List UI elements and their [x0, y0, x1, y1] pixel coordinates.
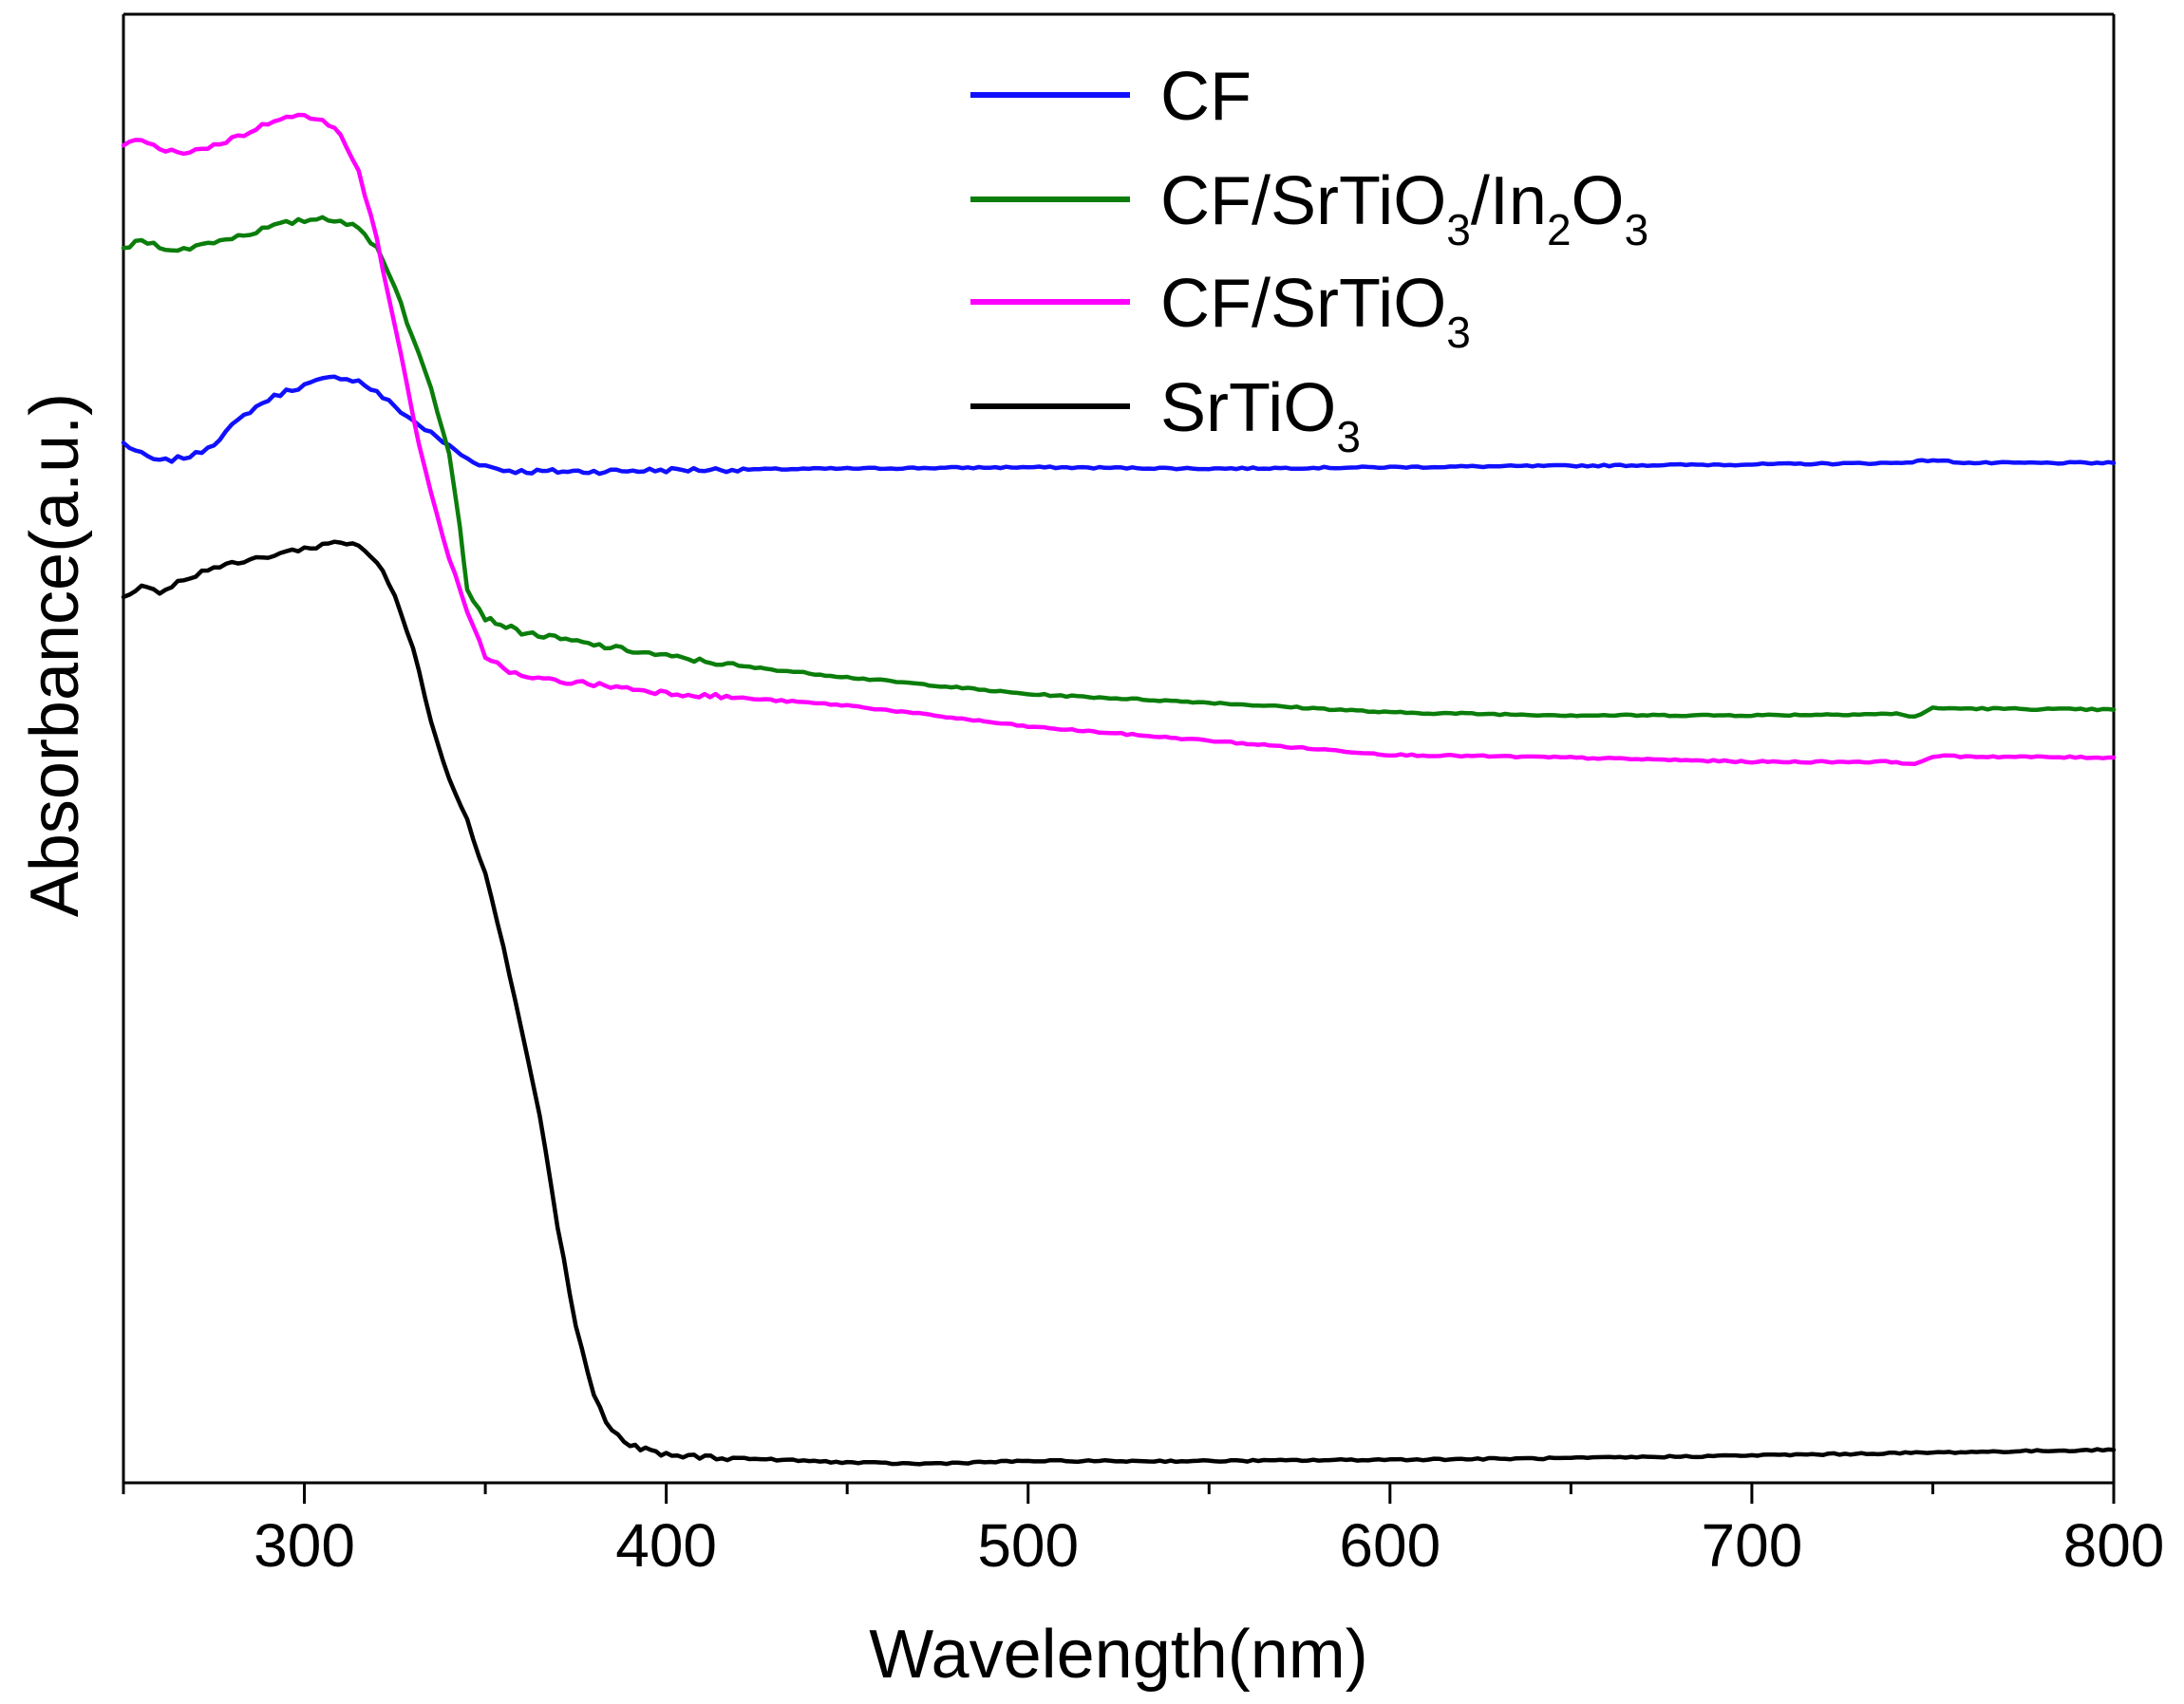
series-line-2 — [121, 112, 2117, 766]
series-line-1 — [121, 215, 2117, 720]
legend-label-main: CF — [1160, 59, 1252, 135]
legend-label-part: O — [1572, 163, 1625, 239]
legend-label-subscript: 3 — [1446, 308, 1471, 357]
x-tick-label: 800 — [2063, 1511, 2165, 1580]
x-axis-ticks — [122, 1483, 2116, 1504]
legend-label-0: CF — [1160, 59, 1252, 135]
legend-label-part: /In — [1471, 163, 1547, 239]
series-lines — [121, 112, 2117, 1467]
legend-label-main: SrTiO — [1160, 370, 1336, 446]
x-tick-label: 300 — [254, 1511, 355, 1580]
x-axis-tick-labels: 300 400 500 600 700 800 — [254, 1511, 2164, 1580]
x-tick-label: 500 — [977, 1511, 1079, 1580]
x-axis-title: Wavelength(nm) — [869, 1617, 1368, 1693]
legend-label-subscript: 3 — [1625, 205, 1649, 254]
legend-label-main: CF/SrTiO — [1160, 163, 1446, 239]
legend-label-subscript: 3 — [1446, 205, 1471, 254]
x-tick-label: 600 — [1339, 1511, 1440, 1580]
legend-label-subscript: 3 — [1336, 412, 1361, 461]
x-tick-label: 700 — [1702, 1511, 1803, 1580]
legend-label-1: CF/SrTiO3/In2O3 — [1160, 163, 1648, 254]
plot-area — [122, 12, 2116, 1485]
legend-label-main: CF/SrTiO — [1160, 266, 1446, 342]
x-tick-label: 400 — [615, 1511, 717, 1580]
legend-label-2: CF/SrTiO3 — [1160, 266, 1471, 357]
series-line-3 — [121, 539, 2117, 1467]
series-line-0 — [121, 374, 2117, 477]
legend-label-3: SrTiO3 — [1160, 370, 1361, 461]
legend-label-subscript: 2 — [1547, 205, 1572, 254]
y-axis-title: Absorbance(a.u.) — [17, 393, 93, 917]
